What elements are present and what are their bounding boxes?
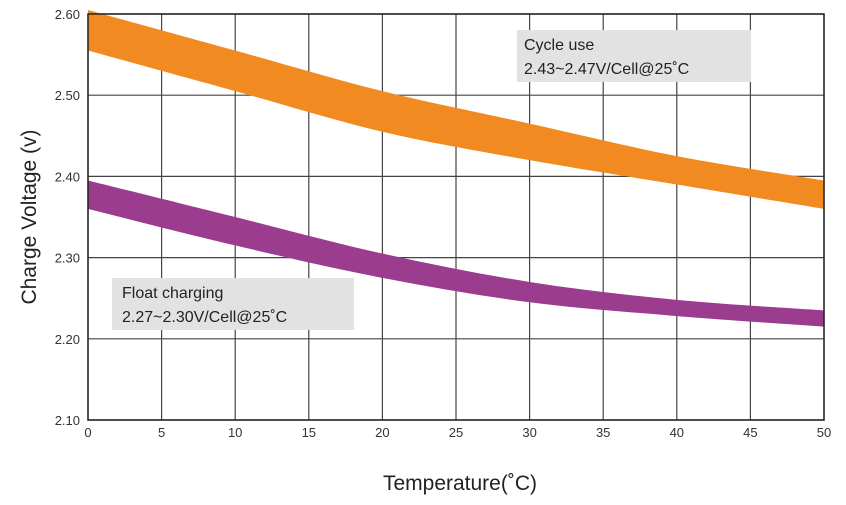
series-bands [88,9,824,327]
x-tick-50: 50 [817,425,831,440]
y-tick-2.30: 2.30 [55,251,80,266]
x-axis-title: Temperature(˚C) [383,472,537,495]
x-tick-labels: 0 5 10 15 20 25 30 35 40 45 50 [84,425,831,440]
y-tick-2.10: 2.10 [55,413,80,428]
y-tick-2.50: 2.50 [55,88,80,103]
band-float [88,180,824,327]
x-tick-25: 25 [449,425,463,440]
annotation-cycle-use: Cycle use 2.43~2.47V/Cell@25˚C [517,30,751,82]
y-tick-2.40: 2.40 [55,169,80,184]
annotation-cycle-box [517,30,751,82]
y-tick-2.60: 2.60 [55,7,80,22]
x-tick-0: 0 [84,425,91,440]
annotation-float-title: Float charging [122,285,223,302]
annotation-float-charging: Float charging 2.27~2.30V/Cell@25˚C [112,278,354,330]
annotation-float-range: 2.27~2.30V/Cell@25˚C [122,309,287,326]
x-tick-45: 45 [743,425,757,440]
x-tick-35: 35 [596,425,610,440]
y-tick-2.20: 2.20 [55,332,80,347]
x-tick-40: 40 [670,425,684,440]
x-tick-20: 20 [375,425,389,440]
x-tick-15: 15 [302,425,316,440]
annotation-cycle-range: 2.43~2.47V/Cell@25˚C [524,61,689,78]
x-tick-5: 5 [158,425,165,440]
band-cycle [88,9,824,209]
x-tick-30: 30 [522,425,536,440]
plot-frame [87,13,825,421]
annotation-float-box [112,278,354,330]
y-tick-labels: 2.10 2.20 2.30 2.40 2.50 2.60 [55,7,80,428]
x-tick-10: 10 [228,425,242,440]
y-axis-title: Charge Voltage (v) [18,129,41,304]
annotation-cycle-title: Cycle use [524,37,594,54]
